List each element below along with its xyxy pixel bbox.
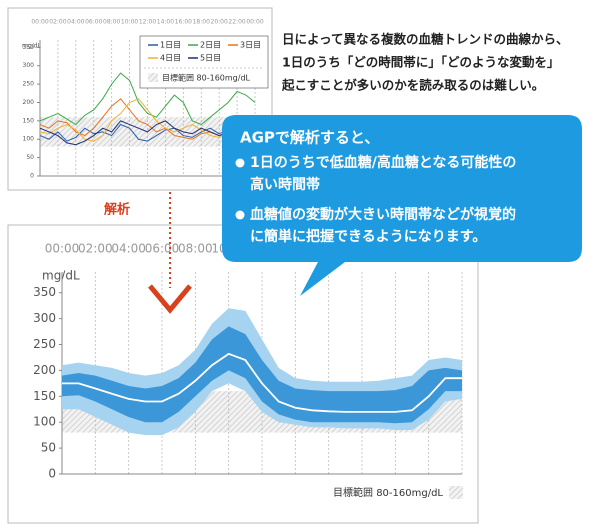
legend-label: 2日目 (200, 41, 221, 50)
legend-label: 目標範囲 80-160mg/dL (162, 73, 251, 83)
series-line (39, 98, 256, 142)
legend-label: 3日目 (240, 41, 261, 50)
description-line: 日によって異なる複数の血糖トレンドの曲線から、 (282, 32, 569, 47)
y-tick-label: 100 (23, 136, 35, 143)
legend-box (139, 35, 269, 89)
y-tick-label: 150 (23, 117, 35, 124)
y-tick-label: 350 (23, 44, 35, 51)
y-tick-label: 50 (26, 154, 34, 161)
x-tick-label: 04:00 (67, 19, 84, 26)
x-tick-label: 08:00 (178, 242, 213, 256)
y-tick-label: 150 (33, 389, 56, 403)
x-tick-label: 22:00 (228, 19, 245, 26)
description-line: 起こすことが多いのかを読み取るのは難しい。 (281, 78, 544, 93)
x-tick-label: 00:00 (31, 19, 48, 26)
agp-chart: 00:0002:0004:0006:0008:0010:0012:0014:00… (33, 242, 479, 499)
legend-label: 1日目 (160, 41, 181, 50)
x-tick-label: 02:00 (78, 242, 113, 256)
y-axis-label: mg/dL (22, 43, 41, 50)
callout-item: 1日のうちで低血糖/高血糖となる可能性の (250, 154, 516, 171)
x-tick-label: 20:00 (211, 19, 228, 26)
percentile-band (62, 326, 462, 424)
x-tick-label: 12:00 (139, 19, 156, 26)
x-tick-label: 02:00 (49, 19, 66, 26)
series-line (39, 123, 256, 142)
y-tick-label: 350 (33, 285, 56, 299)
x-tick-label: 06:00 (85, 19, 102, 26)
x-tick-label: 10:00 (121, 19, 138, 26)
legend-label: 目標範囲 80-160mg/dL (333, 486, 443, 499)
legend-hatch (449, 486, 463, 499)
median-line (62, 352, 462, 413)
small-chart: 00:00 02:00 04:00 06:00 08:00 10:00 12:00 14:00… (22, 19, 269, 180)
y-tick-label: 300 (33, 311, 56, 325)
y-tick-label: 200 (33, 363, 56, 377)
y-tick-label: 250 (23, 81, 35, 88)
y-tick-label: 300 (23, 62, 35, 69)
y-axis-label: mg/dL (42, 269, 80, 283)
x-tick-label: 16:00 (175, 19, 192, 26)
analysis-label: 解析 (103, 202, 130, 218)
series-line (39, 120, 256, 146)
y-tick-label: 200 (23, 99, 35, 106)
legend-hatch (148, 73, 158, 82)
legend-label: 4日目 (160, 54, 181, 63)
legend-label: 5日目 (200, 54, 221, 63)
callout-item: 高い時間帯 (250, 176, 320, 193)
y-tick-label: 50 (41, 441, 56, 455)
callout-item: 血糖値の変動が大きい時間帯などが視覚的 (250, 206, 516, 223)
bullet (235, 158, 245, 168)
x-tick-label: 14:00 (157, 19, 174, 26)
x-tick-label: 04:00 (111, 242, 146, 256)
arrow-head (148, 284, 192, 314)
x-tick-label: 00:00 (246, 19, 263, 26)
y-tick-label: 0 (30, 173, 34, 180)
callout-item: に簡単に把握できるようになります。 (250, 228, 486, 245)
bullet (235, 210, 245, 220)
x-tick-label: 08:00 (103, 19, 120, 26)
y-tick-label: 0 (48, 467, 56, 481)
series-line (39, 72, 256, 126)
y-tick-label: 100 (33, 415, 56, 429)
description-line: 1日のうち「どの時間帯に」「どのような変動を」 (282, 55, 559, 70)
callout-title: AGPで解析すると、 (240, 129, 379, 147)
x-tick-label: 06:00 (145, 242, 180, 256)
x-tick-label: 18:00 (193, 19, 210, 26)
y-tick-label: 250 (33, 337, 56, 351)
callout (222, 115, 582, 296)
x-tick-label: 00:00 (45, 242, 80, 256)
